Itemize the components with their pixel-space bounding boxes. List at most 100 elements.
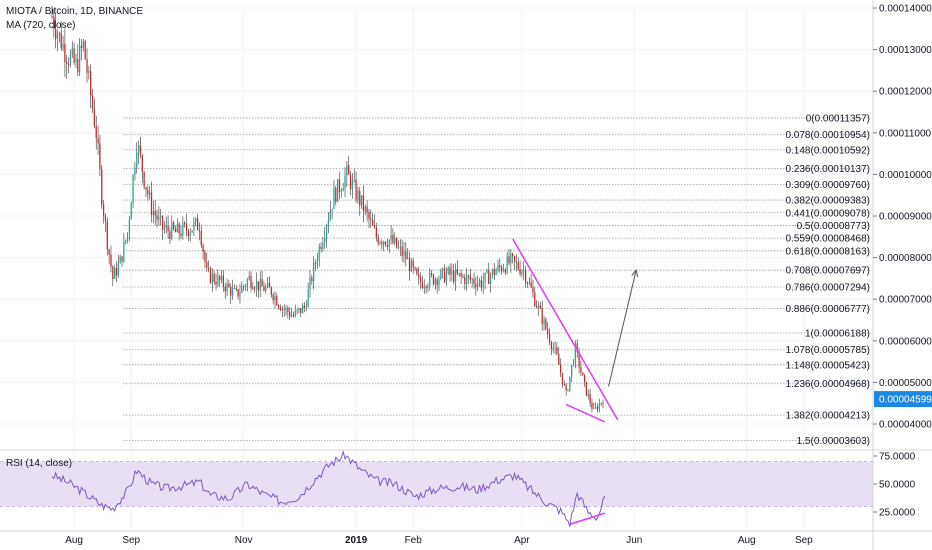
time-tick-label: Sep (795, 535, 813, 546)
candle-body (517, 262, 519, 269)
candle-body (429, 273, 431, 286)
candle-body (134, 167, 136, 176)
candle-body (250, 275, 252, 288)
candle-body (536, 306, 538, 308)
candle-body (325, 226, 328, 238)
candle-body (482, 281, 484, 288)
candle-body (563, 384, 565, 386)
candle-body (163, 228, 166, 230)
candle-body (395, 238, 398, 248)
projection-arrow[interactable] (608, 269, 637, 387)
candle-body (593, 407, 595, 409)
candle-body (442, 268, 444, 271)
candle-body (405, 251, 407, 260)
candle-body (178, 223, 180, 234)
candle-body (565, 384, 567, 391)
candle-body (314, 262, 317, 264)
candle-body (154, 211, 156, 216)
candle-body (143, 172, 145, 188)
candle-body (501, 267, 503, 272)
rsi-indicator-label[interactable]: RSI (14, close) (6, 458, 72, 469)
candle-body (93, 109, 96, 127)
candle-body (537, 305, 540, 308)
candle-body (377, 237, 379, 244)
trendline[interactable] (565, 403, 606, 423)
candle-body (281, 308, 283, 311)
rsi-line[interactable] (51, 449, 606, 527)
candle-body (600, 402, 602, 404)
fib-level-label: 1.148(0.00005423) (785, 360, 870, 371)
drawing-annotations[interactable] (512, 238, 639, 423)
candle-body (313, 262, 315, 282)
candle-body (97, 138, 99, 144)
candle-body (423, 286, 425, 288)
candle-body (388, 240, 390, 248)
trendline[interactable] (512, 238, 619, 421)
candle-body (104, 215, 107, 222)
rsi-tick-label: 75.0000 (879, 452, 916, 463)
candle-body (465, 275, 468, 285)
candle-body (355, 179, 357, 200)
candle-body (84, 41, 86, 60)
candle-body (318, 246, 320, 261)
candlestick-series (51, 6, 604, 413)
candle-body (305, 306, 307, 308)
candle-body (462, 276, 464, 278)
candle-body (69, 54, 72, 65)
candle-body (421, 282, 424, 288)
price-tick-label: 0.00011000 (879, 128, 932, 139)
fibonacci-retracement[interactable]: 0(0.00011357) 0.078(0.00010954) 0.148(0.00… (123, 113, 870, 447)
candle-body (445, 273, 448, 283)
candle-body (338, 179, 341, 192)
candle-body (213, 273, 215, 282)
rsi-pane[interactable]: 75.0000 50.0000 25.0000 (0, 449, 916, 527)
projection-arrowhead[interactable] (631, 268, 639, 278)
fib-level-label: 0.786(0.00007294) (785, 282, 870, 293)
candle-body (443, 268, 446, 283)
candle-body (75, 59, 77, 63)
candle-body (478, 280, 481, 284)
candle-body (106, 221, 108, 250)
candle-body (230, 287, 232, 296)
candle-body (270, 287, 272, 295)
candle-body (583, 375, 586, 383)
candle-body (591, 402, 593, 409)
candle-body (86, 59, 88, 73)
candle-body (477, 283, 479, 288)
candle-body (464, 276, 466, 285)
price-tick-label: 0.00010000 (879, 170, 932, 181)
candle-body (438, 279, 440, 286)
candle-body (136, 152, 138, 168)
candle-body (261, 279, 263, 287)
fib-level-label: 0.236(0.00010137) (785, 164, 870, 175)
candle-body (139, 145, 142, 156)
candle-body (407, 257, 409, 260)
fib-level-label: 0.441(0.00009078) (785, 208, 870, 219)
candle-body (547, 328, 549, 335)
candle-body (495, 270, 497, 275)
candle-body (587, 393, 589, 396)
candle-body (283, 308, 285, 310)
candle-body (152, 211, 154, 215)
time-tick-label: Sep (122, 535, 140, 546)
candle-body (311, 277, 313, 282)
candle-body (255, 281, 258, 289)
fib-level-label: 1.236(0.00004968) (785, 379, 870, 390)
candle-body (289, 312, 291, 317)
candle-body (246, 279, 248, 287)
candle-body (346, 165, 348, 177)
candle-body (353, 179, 355, 181)
time-tick-label: Aug (65, 535, 83, 546)
candle-body (62, 43, 64, 49)
ma-indicator-label[interactable]: MA (720, close) (6, 20, 75, 31)
candle-body (219, 275, 221, 281)
candle-body (60, 32, 62, 49)
candle-body (370, 219, 372, 221)
candle-body (233, 288, 236, 290)
candle-body (193, 222, 195, 231)
candle-body (372, 219, 374, 226)
candle-body (548, 334, 551, 343)
rsi-trendline[interactable] (569, 512, 606, 526)
candle-body (184, 222, 186, 224)
